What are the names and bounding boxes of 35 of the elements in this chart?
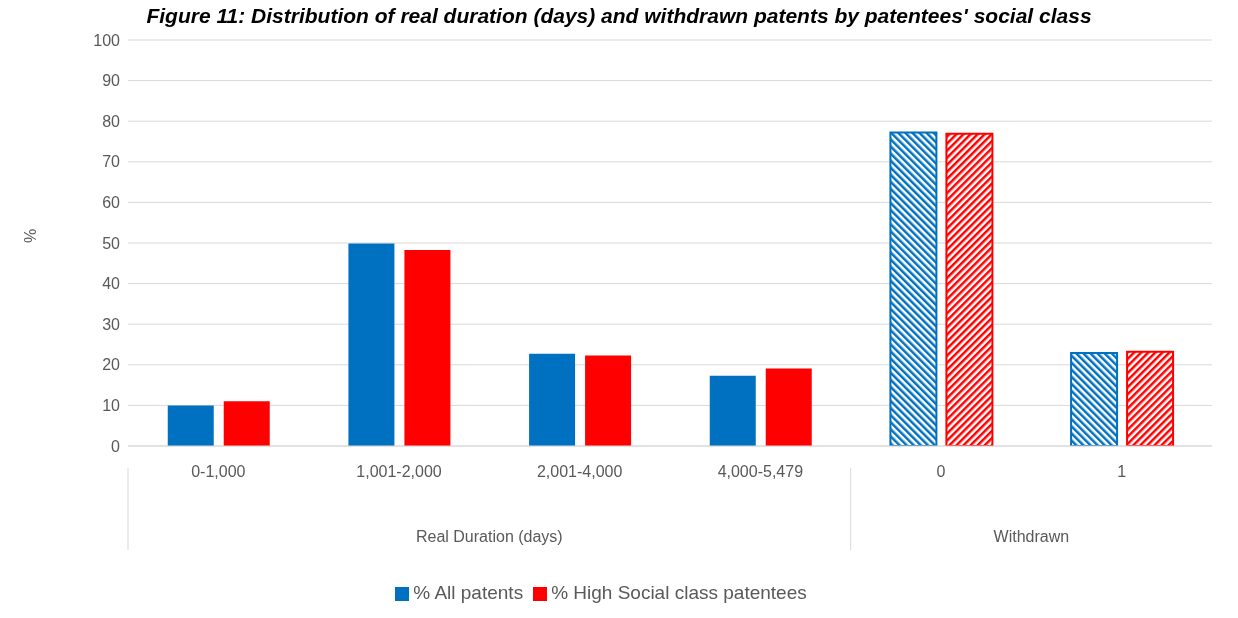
x-tick-label: 0 (936, 463, 946, 481)
bar (889, 131, 938, 446)
x-tick-label: 4,000-5,479 (717, 463, 804, 481)
x-tick-label: 2,001-4,000 (536, 463, 623, 481)
y-tick-label: 80 (102, 112, 121, 130)
y-tick-label: 20 (102, 356, 121, 374)
y-tick-label: 100 (93, 31, 121, 49)
y-tick-label: 70 (102, 153, 121, 171)
bar (1126, 350, 1175, 446)
y-tick-label: 40 (102, 275, 121, 293)
text: Withdrawn (993, 528, 1070, 545)
bar (765, 368, 812, 446)
bar (1070, 352, 1119, 446)
bar (945, 132, 994, 446)
y-tick-label: 50 (102, 234, 121, 252)
bar (223, 401, 270, 446)
legend-label: % All patents (413, 582, 524, 603)
bar (404, 249, 451, 446)
y-tick-label: 90 (102, 72, 121, 90)
bar (167, 405, 214, 446)
y-tick-label: 30 (102, 315, 121, 333)
x-tick-label: 1 (1117, 463, 1127, 481)
legend-label: % High Social class patentees (551, 582, 807, 603)
y-axis-title: % (21, 228, 39, 243)
y-tick-label: 0 (111, 437, 121, 455)
bar (348, 243, 395, 446)
x-tick-label: 0-1,000 (191, 463, 246, 481)
bar (585, 355, 632, 446)
bar (709, 375, 756, 446)
y-tick-label: 60 (102, 194, 121, 212)
x-tick-label: 1,001-2,000 (356, 463, 442, 481)
chart-title: Figure 11: Distribution of real duration (days) and withdrawn patents by patentees' social class (145, 4, 1093, 28)
bar (529, 353, 576, 446)
y-tick-label: 10 (102, 397, 121, 415)
text: Real Duration (days) (415, 528, 563, 545)
